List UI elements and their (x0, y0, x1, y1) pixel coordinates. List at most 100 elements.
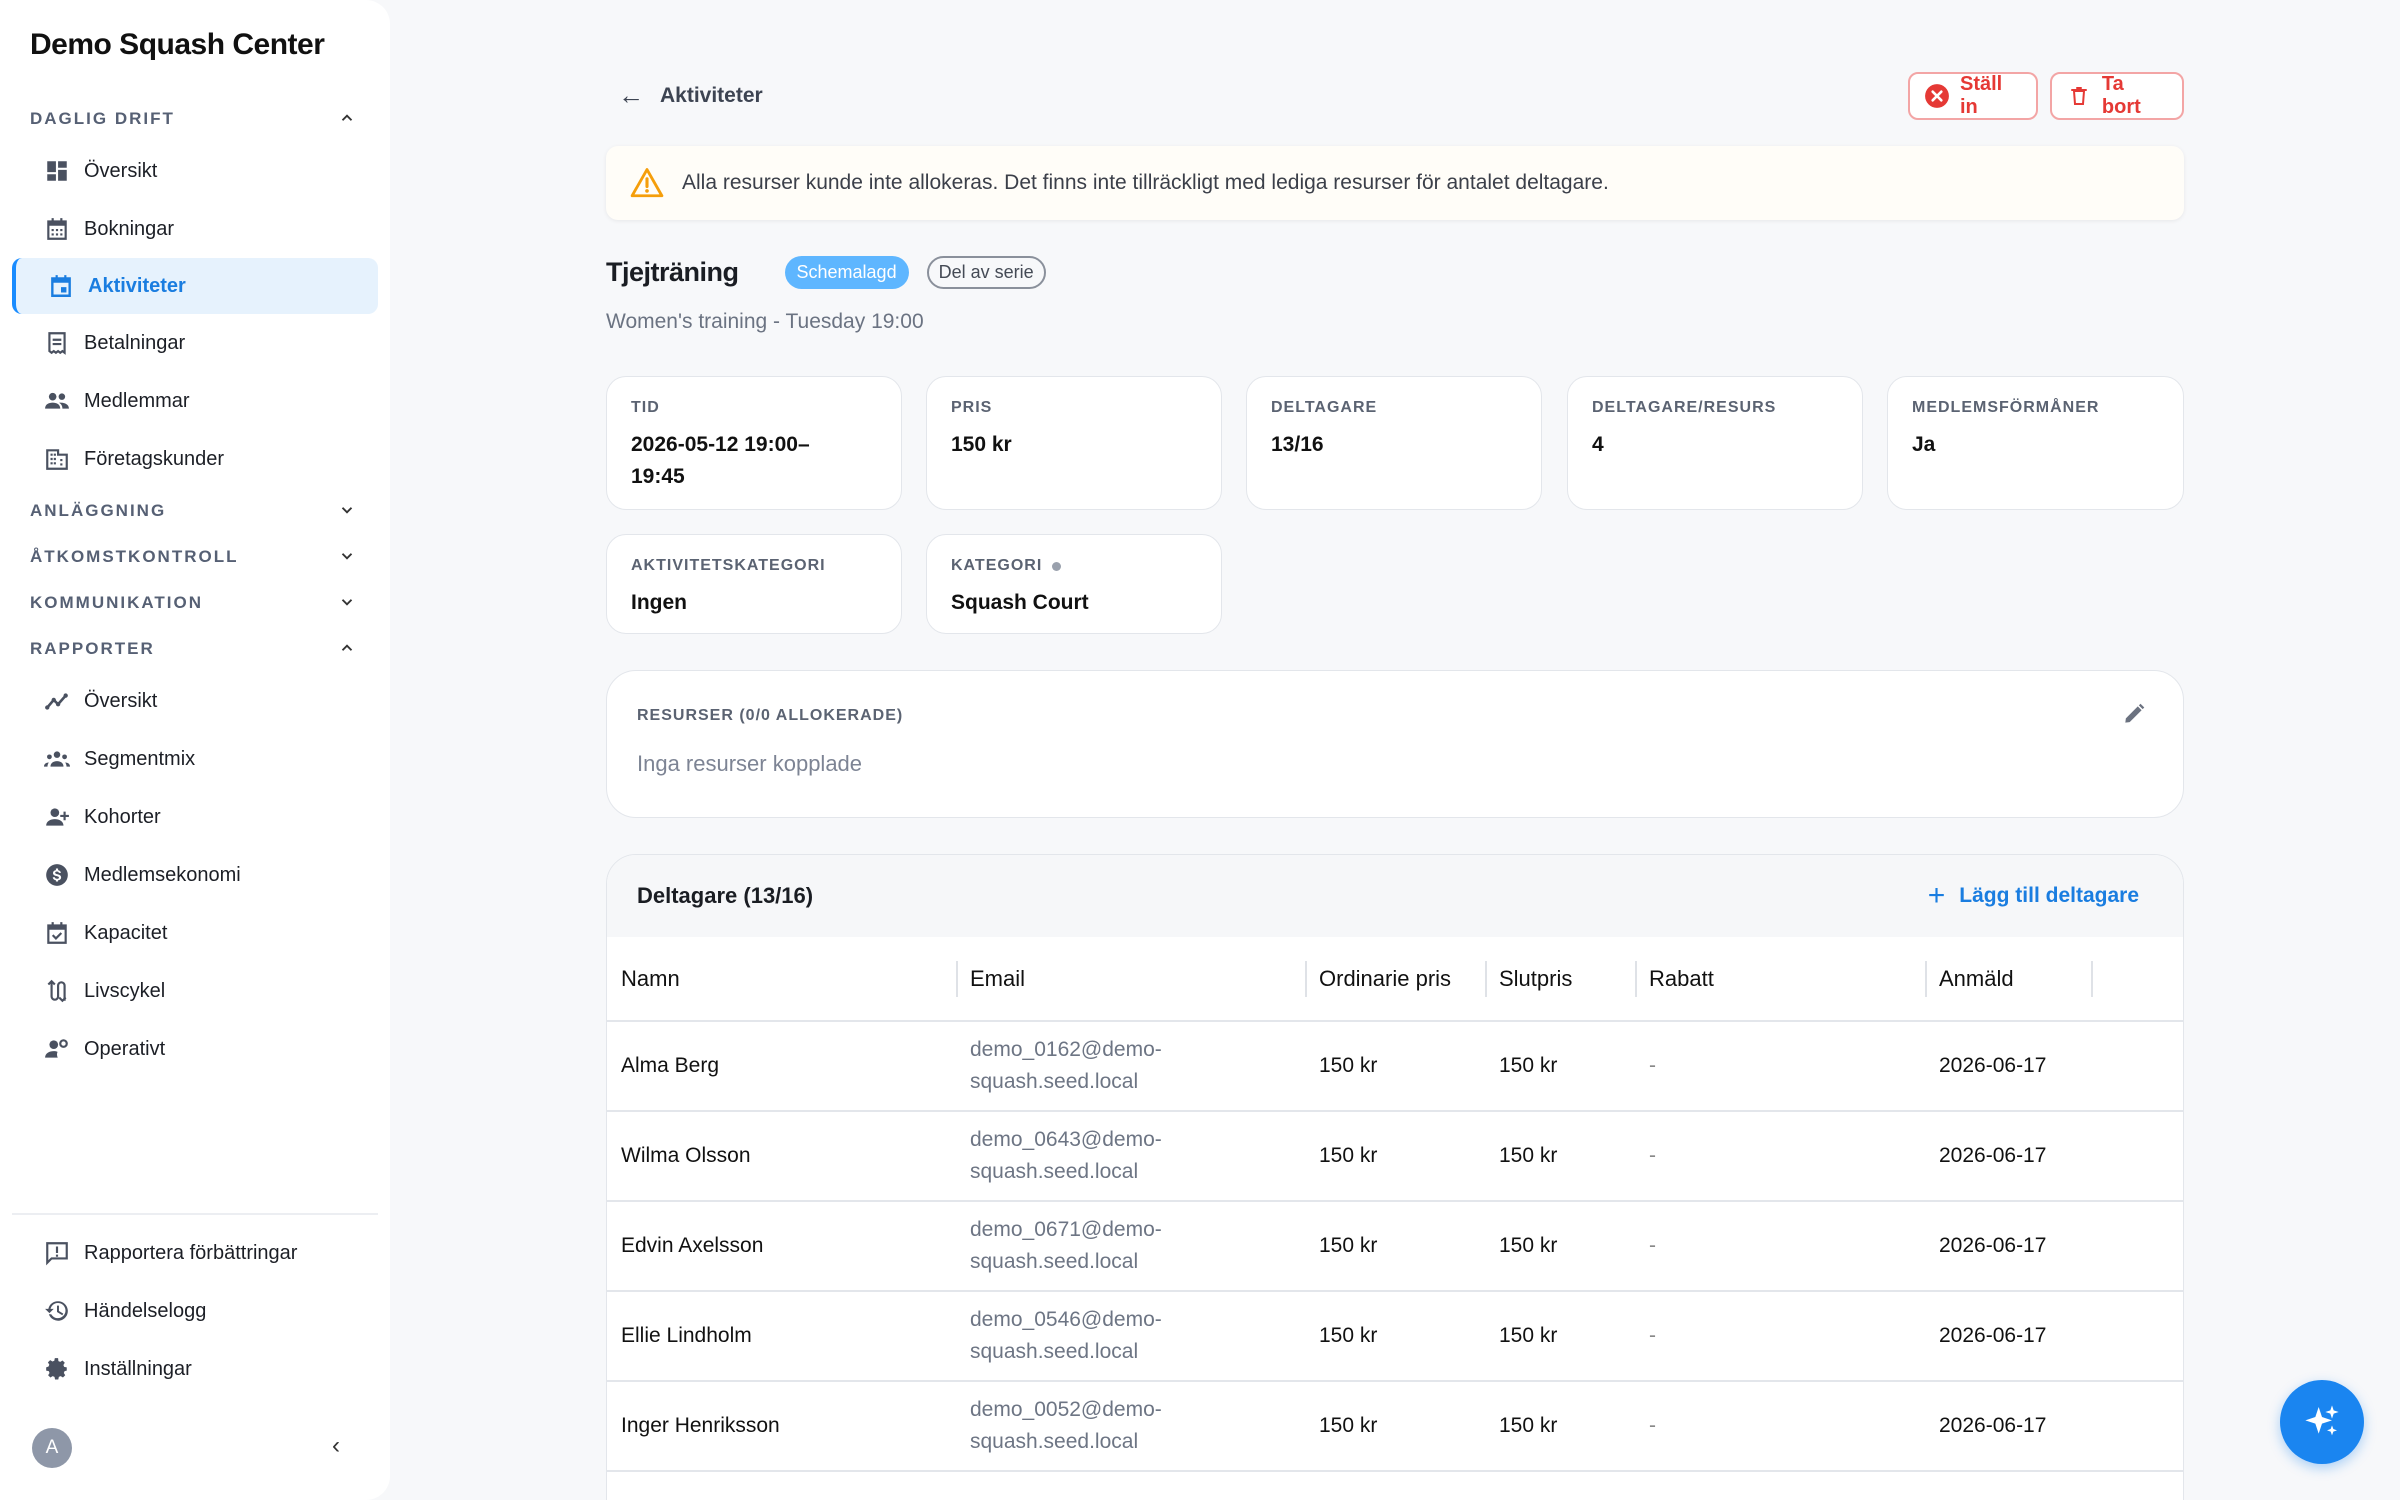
collapse-sidebar-icon[interactable]: ‹ (332, 1432, 340, 1459)
sidebar-item-label: Segmentmix (84, 747, 196, 770)
nav-section-rapporter[interactable]: RAPPORTER (0, 626, 390, 672)
arrow-left-icon: ← (618, 80, 644, 110)
app-title: Demo Squash Center (30, 28, 325, 61)
column-header-final-price[interactable]: Slutpris (1485, 937, 1635, 1022)
warning-alert: Alla resurser kunde inte allokeras. Det … (606, 146, 2184, 220)
table-row[interactable]: Edvin Axelsson demo_0671@demo-squash.seed… (607, 1201, 2183, 1292)
participants-header: Deltagare (13/16) + Lägg till deltagare (607, 855, 2183, 937)
table-row[interactable]: Inger Henriksson demo_0052@demo-squash.se… (607, 1381, 2183, 1472)
delete-label: Ta bort (2101, 73, 2141, 118)
cell-name: Alma Berg (607, 1021, 956, 1112)
trash-icon (2066, 83, 2092, 109)
table-row[interactable]: Alma Berg demo_0162@demo-squash.seed.loca… (607, 1021, 2183, 1112)
table-row[interactable]: Ellie Lindholm demo_0546@demo-squash.seed… (607, 1291, 2183, 1382)
status-badge: Schemalagd (784, 256, 909, 289)
dollar-icon (42, 860, 72, 890)
info-card-category: KATEGORI Squash Court (926, 534, 1222, 634)
nav-section-kommunikation[interactable]: KOMMUNIKATION (0, 580, 390, 626)
info-card-participants: DELTAGARE 13/16 (1246, 376, 1542, 510)
cell-final: 150 kr (1485, 1291, 1635, 1382)
info-card-activity-category: AKTIVITETSKATEGORI Ingen (606, 534, 902, 634)
info-card-participants-per-resource: DELTAGARE/RESURS 4 (1567, 376, 1863, 510)
plus-icon: + (1927, 879, 1946, 912)
sidebar-item-label: Händelselogg (84, 1299, 207, 1322)
nav-section-daglig-drift[interactable]: DAGLIG DRIFT (0, 96, 390, 142)
edit-pencil-icon[interactable] (2121, 701, 2147, 727)
add-participant-label: Lägg till deltagare (1959, 884, 2139, 907)
sidebar-item-kapacitet[interactable]: Kapacitet (0, 904, 390, 962)
dot-icon (1052, 561, 1062, 571)
building-icon (42, 444, 72, 474)
cancel-circle-icon (1924, 83, 1950, 109)
sidebar-item-livscykel[interactable]: Livscykel (0, 962, 390, 1020)
column-header-email[interactable]: Email (956, 937, 1305, 1022)
sidebar-item-label: Medlemmar (84, 389, 190, 412)
sidebar-item-handelselogg[interactable]: Händelselogg (0, 1282, 390, 1340)
cancel-label: Ställ in (1960, 73, 2003, 118)
cell-actions (2091, 1201, 2183, 1292)
sidebar-item-installningar[interactable]: Inställningar (0, 1340, 390, 1398)
dashboard-icon (42, 156, 72, 186)
sidebar-item-kohorter[interactable]: Kohorter (0, 788, 390, 846)
info-card-value: 2026-05-12 19:00–19:45 (631, 433, 810, 488)
sidebar-item-segmentmix[interactable]: Segmentmix (0, 730, 390, 788)
sidebar-item-label: Översikt (84, 159, 158, 182)
info-card-time: TID 2026-05-12 19:00–19:45 (606, 376, 902, 510)
table-row[interactable]: Wilma Olsson demo_0643@demo-squash.seed.l… (607, 1111, 2183, 1202)
cell-price: 150 kr (1305, 1111, 1485, 1202)
nav-section-label: DAGLIG DRIFT (30, 109, 175, 128)
cell-name: Edvin Axelsson (607, 1201, 956, 1292)
info-card-value: Ingen (631, 591, 687, 614)
cell-registered: 2026-06-17 (1925, 1291, 2091, 1382)
receipt-icon (42, 328, 72, 358)
cycle-icon (42, 976, 72, 1006)
person-add-icon (42, 802, 72, 832)
delete-button[interactable]: Ta bort (2050, 72, 2184, 120)
series-badge: Del av serie (926, 256, 1046, 289)
cell-price: 150 kr (1305, 1201, 1485, 1292)
nav-section-label: KOMMUNIKATION (30, 593, 203, 612)
sidebar-item-aktiviteter[interactable]: Aktiviteter (12, 258, 378, 314)
cell-registered: 2026-06-17 (1925, 1111, 2091, 1202)
sidebar-item-operativt[interactable]: Operativt (0, 1020, 390, 1078)
cell-email: demo_0643@demo-squash.seed.local (956, 1111, 1305, 1202)
add-participant-button[interactable]: + Lägg till deltagare (1928, 879, 2139, 913)
sidebar-item-oversikt[interactable]: Översikt (0, 672, 390, 730)
column-header-name[interactable]: Namn (607, 937, 956, 1022)
sidebar-item-label: Rapportera förbättringar (84, 1241, 298, 1264)
page-title: Tjejträning (606, 257, 739, 287)
sidebar-item-medlemsekonomi[interactable]: Medlemsekonomi (0, 846, 390, 904)
info-card-price: PRIS 150 kr (926, 376, 1222, 510)
sidebar-item-label: Kohorter (84, 805, 161, 828)
sidebar-bottom-nav: Rapportera förbättringar Händelselogg Inst… (0, 1224, 390, 1398)
nav-section-anlaggning[interactable]: ANLÄGGNING (0, 488, 390, 534)
chevron-down-icon (338, 593, 356, 614)
nav-section-label: ANLÄGGNING (30, 501, 167, 520)
info-card-value: 150 kr (951, 433, 1012, 456)
column-header-registered[interactable]: Anmäld (1925, 937, 2091, 1022)
insights-icon (42, 686, 72, 716)
sidebar-item-medlemmar[interactable]: Medlemmar (0, 372, 390, 430)
sidebar-item-label: Operativt (84, 1037, 166, 1060)
sidebar-item-betalningar[interactable]: Betalningar (0, 314, 390, 372)
nav-section-label: ÅTKOMSTKONTROLL (30, 547, 239, 566)
avatar[interactable]: A (32, 1428, 72, 1468)
column-header-regular-price[interactable]: Ordinarie pris (1305, 937, 1485, 1022)
cell-final: 150 kr (1485, 1381, 1635, 1472)
sidebar-item-bokningar[interactable]: Bokningar (0, 200, 390, 258)
column-header-discount[interactable]: Rabatt (1635, 937, 1925, 1022)
history-icon (42, 1296, 72, 1326)
nav-section-atkomstkontroll[interactable]: ÅTKOMSTKONTROLL (0, 534, 390, 580)
info-card-value: Ja (1912, 433, 1936, 456)
sidebar-item-rapportera-forbattringar[interactable]: Rapportera förbättringar (0, 1224, 390, 1282)
alert-text: Alla resurser kunde inte allokeras. Det … (682, 171, 1609, 194)
sidebar-item-label: Livscykel (84, 979, 166, 1002)
sidebar-item-oversikt[interactable]: Översikt (0, 142, 390, 200)
ai-assistant-button[interactable] (2280, 1380, 2364, 1464)
cell-email: demo_0546@demo-squash.seed.local (956, 1291, 1305, 1382)
cancel-activity-button[interactable]: Ställ in (1908, 72, 2038, 120)
back-link[interactable]: ← Aktiviteter (618, 80, 763, 111)
sidebar-item-label: Företagskunder (84, 447, 225, 470)
sidebar-item-foretagskunder[interactable]: Företagskunder (0, 430, 390, 488)
sidebar-item-label: Betalningar (84, 331, 186, 354)
